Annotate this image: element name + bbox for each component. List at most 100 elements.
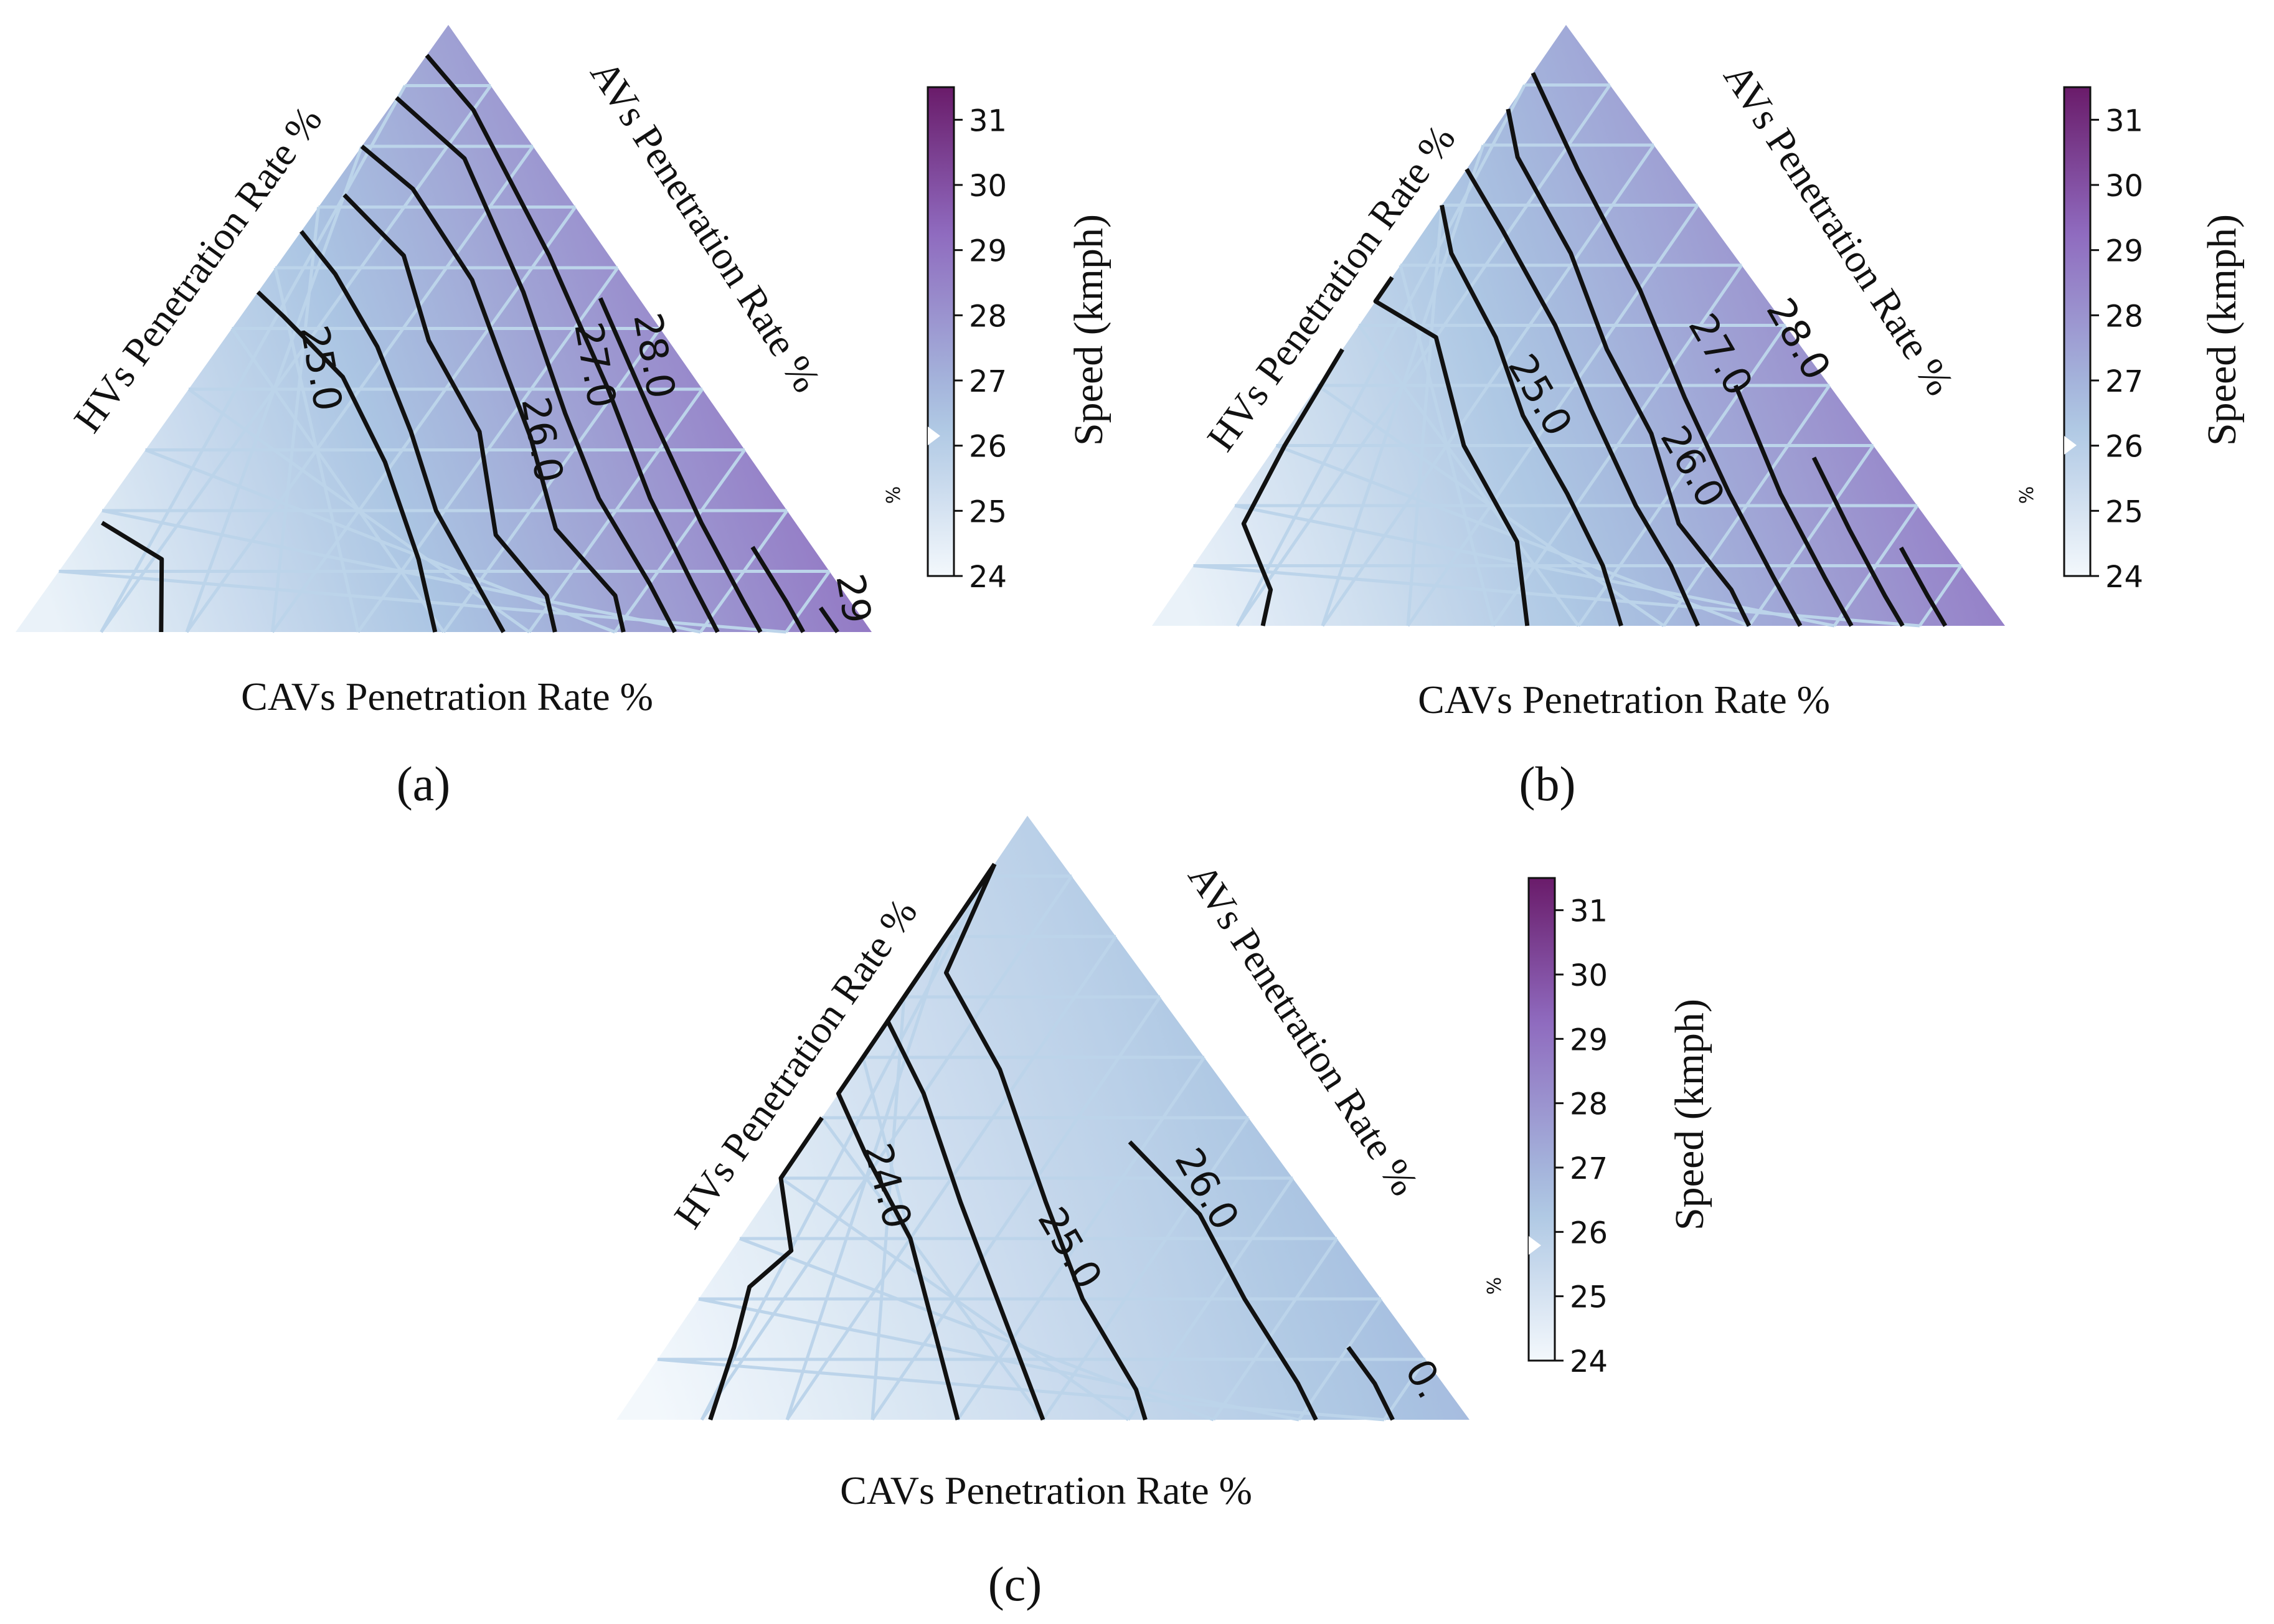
colorbar-ticks-b: 24 25 26 27 28 29 30 31 [2090,103,2143,595]
grid-line-l [1662,384,1831,627]
ternary-panel-c: 24.0 25.0 26.0 0. HVs Penetration Rate %… [616,816,1470,1611]
contour-line-a-7 [598,297,763,633]
colorbar-title-a: Speed (kmph) [1066,214,1111,446]
grid-line-r [780,1176,1130,1422]
contour-label-a-29: 29 [827,570,880,626]
grid-line-r [101,509,701,634]
contour-line-b-8 [1899,546,1948,627]
contour-line-c-3 [944,863,1148,1421]
colorbar-tick-label-a-7: 31 [969,103,1007,138]
contour-line-b-7 [1811,456,1905,627]
colorbar-tick-label-c-1: 25 [1570,1280,1608,1315]
colorbar-tick-label-b-1: 25 [2105,494,2143,529]
ternary-grid-c [657,874,1427,1422]
grid-line-r [144,448,616,634]
caption-a: (a) [397,757,451,811]
axis-title-bottom-a: CAVs Penetration Rate % [241,674,653,719]
colorbar-tick-label-b-4: 28 [2105,299,2143,334]
grid-line-r [698,1297,1300,1422]
caption-b: (b) [1519,757,1576,811]
colorbar-tick-label-c-2: 26 [1570,1216,1608,1250]
contour-line-b-1 [1373,276,1530,626]
colorbar-tick-label-c-4: 28 [1570,1087,1608,1122]
colorbar-b: 24 25 26 27 28 29 30 31 % Speed (kmph) [2016,86,2245,595]
grid-line-l [613,449,747,633]
colorbar-tick-label-a-0: 24 [969,560,1007,595]
grid-line-r [657,1357,1385,1422]
colorbar-marker-c [1529,1236,1541,1255]
caption-c: (c) [988,1557,1042,1611]
contour-line-a-1 [256,290,438,633]
colorbar-gradient-b [2063,86,2092,577]
grid-line-l [699,509,789,633]
colorbar-tick-label-a-3: 27 [969,364,1007,399]
contour-line-a-6 [425,54,720,633]
colorbar-marker-a [928,427,940,445]
colorbar-tick-label-a-6: 30 [969,169,1007,204]
grid-line-r [1357,324,1580,627]
contour-line-a-9 [818,606,839,634]
contour-line-b-5 [1531,72,1803,627]
contour-line-a-5 [395,96,677,633]
grid-line-l [1297,1298,1383,1421]
colorbar-gradient-c [1527,877,1556,1362]
grid-line-l [870,996,1162,1421]
grid-line-r [820,1116,1045,1421]
contour-line-c-2 [885,862,1045,1421]
grid-line-r [59,570,786,634]
contour-line-a-4 [360,144,626,633]
colorbar-a: 24 25 26 27 28 29 30 31 % Speed (kmph) [883,86,1111,595]
contour-line-b-3 [1465,168,1700,627]
colorbar-c: 24 25 26 27 28 29 30 31 % Speed (kmph) [1484,877,1712,1379]
grid-line-r [1234,504,1835,628]
colorbar-tick-label-c-6: 30 [1570,958,1608,993]
grid-line-l [1382,1358,1427,1421]
contour-line-c-0 [708,1116,824,1421]
grid-line-l [1406,204,1699,627]
colorbar-gradient-a [927,86,955,577]
colorbar-small-label-b: % [2016,486,2038,504]
grid-line-l [1041,1116,1250,1421]
colorbar-small-label-c: % [1484,1277,1506,1295]
colorbar-tick-label-c-0: 24 [1570,1344,1608,1379]
contour-line-a-2 [299,230,506,633]
colorbar-tick-label-c-3: 27 [1570,1151,1608,1186]
colorbar-ticks-a: 24 25 26 27 28 29 30 31 [954,103,1007,595]
contour-lines-b [1241,72,1948,627]
ternary-grid-a [59,84,831,634]
grid-line-l [1747,445,1875,627]
axis-title-bottom-c: CAVs Penetration Rate % [840,1468,1252,1513]
colorbar-tick-label-a-4: 28 [969,299,1007,334]
contour-line-a-3 [342,193,557,633]
colorbar-tick-label-a-5: 29 [969,234,1007,269]
colorbar-title-c: Speed (kmph) [1667,999,1712,1230]
colorbar-marker-b [2064,436,2077,455]
grid-line-l [1126,1177,1295,1421]
colorbar-tick-label-b-2: 26 [2105,430,2143,465]
grid-line-r [230,328,445,633]
contour-line-b-4 [1506,108,1752,627]
grid-line-l [527,388,704,633]
contour-line-c-4 [1128,1140,1318,1421]
contour-lines-a [100,54,839,634]
colorbar-tick-label-b-3: 27 [2105,364,2143,399]
grid-line-l [271,206,577,633]
colorbar-tick-label-a-2: 26 [969,430,1007,465]
colorbar-tick-label-a-1: 25 [969,494,1007,529]
contour-lines-c [708,862,1395,1421]
contour-line-a-0 [100,521,164,633]
colorbar-tick-label-b-5: 29 [2105,234,2143,269]
ternary-panel-a: 25.0 26.0 27.0 28.0 29 HVs Penetration R… [16,25,880,811]
colorbar-tick-label-b-6: 30 [2105,169,2143,204]
contour-line-b-6 [1734,384,1854,627]
grid-line-r [1316,384,1665,628]
colorbar-tick-label-b-7: 31 [2105,103,2143,138]
colorbar-tick-label-c-5: 29 [1570,1022,1608,1057]
grid-line-l [1577,324,1787,627]
contour-line-c-5 [1346,1346,1395,1421]
contour-line-a-8 [750,545,806,633]
colorbar-ticks-c: 24 25 26 27 28 29 30 31 [1555,894,1608,1379]
contour-line-b-0 [1241,348,1344,626]
grid-line-l [785,570,831,633]
